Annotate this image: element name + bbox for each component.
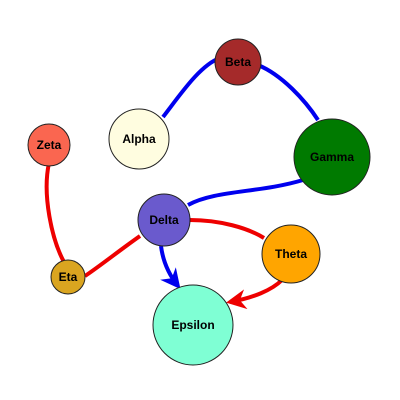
edge-beta-gamma (257, 63, 320, 122)
node-alpha-label: Alpha (122, 132, 156, 146)
node-theta[interactable]: Theta (261, 224, 321, 284)
edge-gamma-delta (187, 178, 304, 207)
node-theta-label: Theta (275, 247, 307, 261)
node-beta[interactable]: Beta (214, 38, 262, 86)
edge-delta-theta (189, 218, 266, 240)
edge-zeta-eta (44, 162, 66, 263)
edge-delta-epsilon (159, 245, 181, 290)
node-gamma[interactable]: Gamma (293, 118, 371, 196)
edge-alpha-beta (161, 56, 221, 119)
edge-delta-eta (83, 234, 142, 278)
node-delta-label: Delta (149, 213, 179, 227)
edges-layer (44, 56, 320, 310)
node-alpha[interactable]: Alpha (108, 108, 170, 170)
node-delta[interactable]: Delta (137, 193, 191, 247)
node-zeta-label: Zeta (37, 138, 62, 152)
edge-theta-epsilon (226, 278, 284, 310)
node-eta-label: Eta (59, 270, 78, 284)
node-gamma-label: Gamma (310, 150, 354, 164)
node-beta-label: Beta (225, 55, 251, 69)
node-eta[interactable]: Eta (50, 259, 86, 295)
node-epsilon-label: Epsilon (171, 318, 214, 332)
node-epsilon[interactable]: Epsilon (152, 284, 234, 366)
node-zeta[interactable]: Zeta (27, 123, 71, 167)
